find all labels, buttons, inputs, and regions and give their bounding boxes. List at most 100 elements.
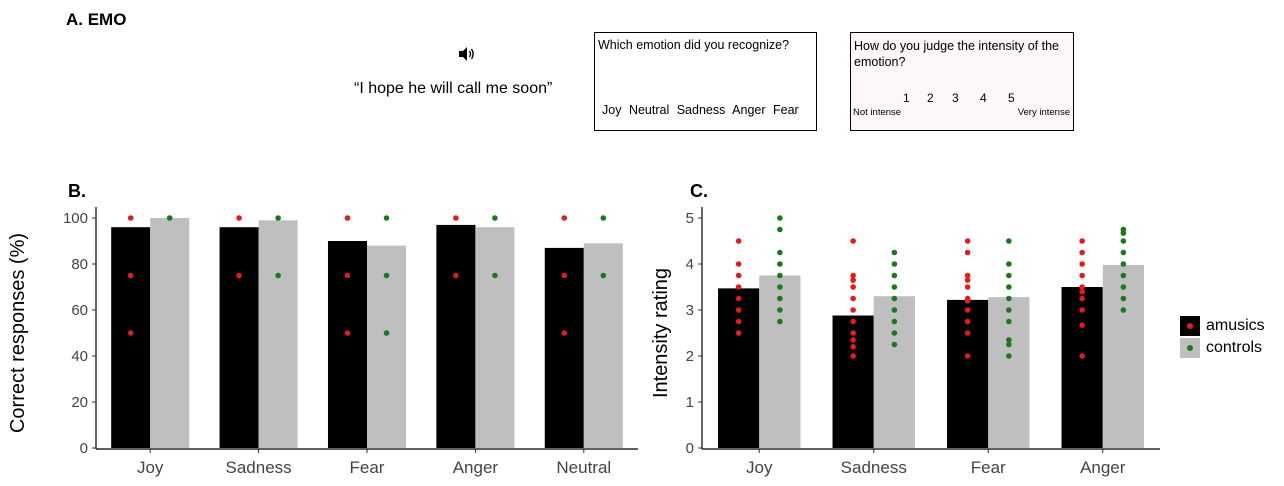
chart-c-point-amusics-anger-9	[1079, 353, 1085, 359]
chart-c-point-controls-fear-2	[1006, 272, 1012, 279]
intensity-question: How do you judge the intensity of the em…	[854, 39, 1059, 69]
chart-c-point-amusics-joy-0	[735, 238, 742, 244]
chart-b-point-controls-joy-0	[166, 215, 173, 221]
chart-b-point-amusics-joy-1	[127, 272, 134, 279]
chart-b-point-amusics-anger-1	[453, 272, 459, 279]
option-neutral: Neutral	[628, 103, 670, 117]
chart-c-point-amusics-fear-8	[964, 318, 971, 325]
chart-c-point-controls-joy-7	[777, 307, 783, 313]
chart-c-point-amusics-fear-6	[964, 298, 971, 304]
chart-b-point-controls-fear-0	[383, 215, 390, 221]
chart-c-point-amusics-sadness-1	[850, 272, 856, 279]
chart-c-point-amusics-anger-4	[1079, 284, 1085, 290]
chart-c-point-amusics-anger-2	[1079, 261, 1085, 267]
chart-c-point-amusics-sadness-8	[850, 337, 856, 343]
scale-3: 3	[952, 91, 959, 105]
option-fear: Fear	[773, 103, 799, 117]
option-joy: Joy	[602, 103, 622, 117]
chart-c-point-amusics-sadness-7	[850, 330, 856, 336]
scale-high-label: Very intense	[1017, 107, 1070, 118]
chart-b-ytick-label-0: 0	[80, 440, 88, 457]
chart-c-point-amusics-joy-6	[735, 318, 742, 325]
chart-b-bar-controls-sadness	[258, 220, 298, 448]
chart-b-point-controls-anger-1	[492, 272, 498, 279]
chart-c-point-amusics-sadness-9	[850, 344, 856, 350]
chart-b-point-controls-fear-1	[383, 272, 390, 279]
chart-c-point-controls-sadness-6	[891, 318, 898, 325]
chart-b-bar-amusics-joy	[111, 227, 151, 448]
chart-b-point-controls-sadness-0	[275, 215, 281, 221]
chart-c-point-amusics-fear-10	[964, 353, 971, 359]
chart-b-point-amusics-joy-2	[127, 330, 134, 336]
chart-c-point-amusics-fear-1	[964, 249, 971, 256]
chart-b-point-amusics-neutral-2	[561, 330, 568, 336]
chart-b-ytick-label-60: 60	[71, 302, 88, 319]
chart-c-point-amusics-joy-3	[735, 284, 742, 290]
chart-b-xtick-label-joy: Joy	[137, 458, 164, 477]
chart-b-point-amusics-joy-0	[127, 215, 134, 221]
chart-b-bar-amusics-neutral	[544, 247, 584, 448]
chart-b-point-amusics-anger-0	[453, 215, 459, 221]
chart-c-point-controls-anger-8	[1120, 307, 1127, 313]
chart-c-point-controls-fear-4	[1006, 295, 1012, 302]
chart-c-point-amusics-anger-0	[1079, 238, 1085, 244]
chart-c-bar-amusics-fear	[947, 299, 989, 448]
chart-b-point-amusics-sadness-1	[236, 272, 242, 279]
chart-b-point-controls-anger-0	[492, 215, 498, 221]
chart-c-point-amusics-fear-2	[964, 272, 971, 279]
chart-b-bar-amusics-anger	[436, 224, 476, 448]
emotion-question: Which emotion did you recognize?	[598, 38, 790, 52]
chart-c-point-amusics-anger-3	[1079, 272, 1085, 279]
chart-c-xtick-label-fear: Fear	[971, 458, 1006, 477]
chart-b-point-amusics-fear-0	[344, 215, 351, 221]
legend-key-controls	[1180, 338, 1200, 358]
chart-c-point-amusics-sadness-3	[850, 284, 856, 290]
chart-c-ytick-label-4: 4	[686, 256, 694, 273]
chart-c-point-controls-joy-8	[777, 318, 783, 325]
chart-c-point-controls-anger-5	[1120, 272, 1127, 279]
scale-2: 2	[927, 91, 934, 105]
chart-c-point-controls-sadness-3	[891, 284, 898, 290]
chart-c-point-controls-anger-6	[1120, 284, 1127, 290]
chart-c-point-amusics-joy-2	[735, 272, 742, 279]
chart-b-point-amusics-neutral-0	[561, 215, 568, 221]
chart-b-point-controls-neutral-0	[600, 215, 607, 221]
chart-b-point-amusics-fear-1	[344, 272, 351, 279]
option-anger: Anger	[732, 103, 766, 117]
chart-c-point-amusics-sadness-4	[850, 295, 856, 302]
chart-b-bar-controls-fear	[367, 245, 407, 448]
chart-c-point-amusics-fear-3	[964, 277, 971, 283]
chart-c-bar-amusics-joy	[718, 288, 760, 448]
chart-c-xtick-label-joy: Joy	[746, 458, 773, 477]
chart-c-y-axis-label: Intensity rating	[650, 268, 672, 398]
chart-c-point-controls-joy-0	[777, 215, 783, 221]
chart-c-point-amusics-joy-4	[735, 295, 742, 302]
chart-b-xtick-label-anger: Anger	[453, 458, 499, 477]
chart-c-point-amusics-fear-9	[964, 330, 971, 336]
chart-c-point-amusics-sadness-10	[850, 353, 856, 359]
chart-c-ytick-label-3: 3	[686, 302, 694, 319]
chart-c-point-controls-fear-6	[1006, 318, 1012, 325]
chart-c-point-amusics-sadness-6	[850, 318, 856, 325]
panel-a-title: A. EMO	[66, 10, 127, 29]
legend-label-amusics: amusics	[1206, 317, 1265, 334]
chart-c-point-controls-anger-3	[1120, 249, 1127, 256]
chart-b-bar-controls-joy	[150, 218, 190, 448]
chart-b-xtick-label-fear: Fear	[350, 458, 385, 477]
option-sadness: Sadness	[676, 103, 726, 117]
chart-c-point-controls-anger-4	[1120, 261, 1127, 267]
chart-b-ytick-label-20: 20	[71, 394, 88, 411]
chart-c-xtick-label-anger: Anger	[1080, 458, 1126, 477]
chart-c-point-controls-joy-3	[777, 261, 783, 267]
chart-c-point-amusics-anger-6	[1079, 295, 1085, 302]
chart-c-point-amusics-anger-8	[1079, 322, 1085, 328]
legend-key-amusics	[1180, 316, 1200, 336]
chart-c-point-controls-sadness-0	[891, 249, 898, 256]
chart-b-point-amusics-fear-2	[344, 330, 351, 336]
chart-b-xtick-label-sadness: Sadness	[226, 458, 292, 477]
legend-label-controls: controls	[1206, 339, 1263, 356]
chart-c-bar-amusics-anger	[1061, 287, 1103, 448]
chart-b-bar-amusics-sadness	[219, 227, 259, 448]
chart-c-point-amusics-anger-7	[1079, 307, 1085, 313]
chart-c-bar-controls-joy	[759, 275, 801, 448]
